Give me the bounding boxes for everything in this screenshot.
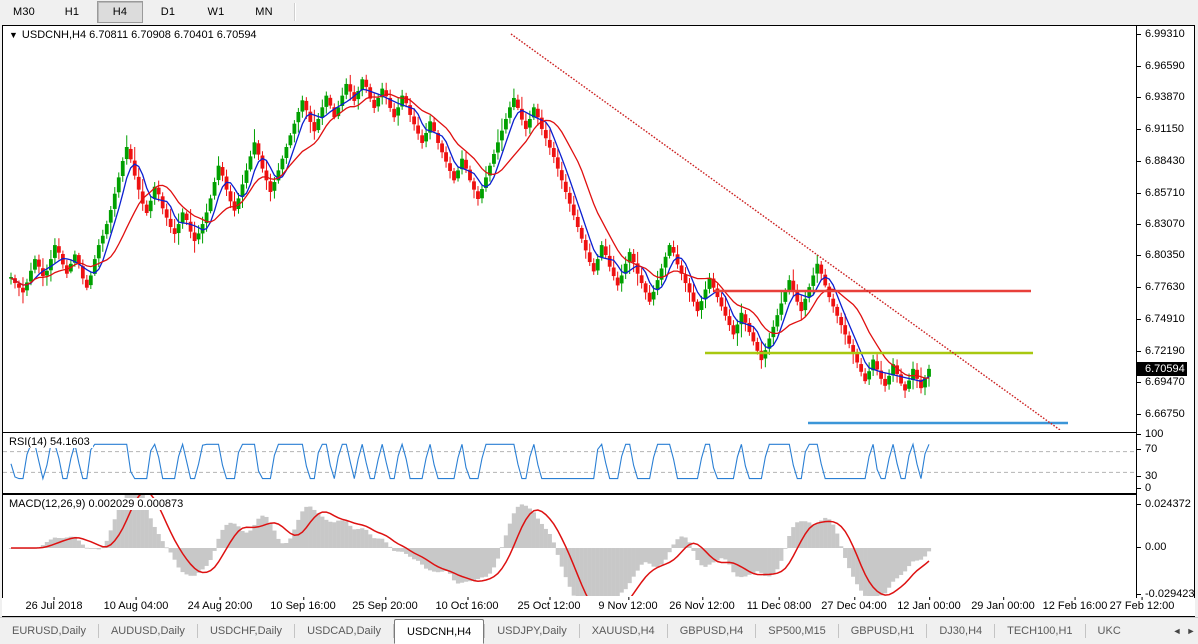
symbol-tab-xauusd-h4[interactable]: XAUUSD,H4	[591, 625, 655, 637]
symbol-tab-sp500-m15[interactable]: SP500,M15	[768, 625, 826, 637]
ma-fast-line	[10, 93, 929, 379]
timeframe-button-m30[interactable]: M30	[13, 6, 35, 18]
time-tick: 25 Sep 20:00	[352, 597, 418, 612]
rsi-line	[10, 442, 930, 481]
macd-signal-line	[11, 495, 930, 596]
symbol-tab-divider	[294, 624, 296, 638]
price-tick: 6.77630	[1137, 281, 1185, 293]
symbol-tab-bar: EURUSD,Daily AUDUSD,Daily USDCHF,Daily USDC…	[0, 617, 1198, 644]
symbol-tab-divider	[994, 624, 996, 638]
symbol-tab-gbpusd-h1[interactable]: GBPUSD,H1	[850, 625, 915, 637]
rsi-pane[interactable]: RSI(14) 54.1603	[3, 432, 1138, 494]
time-tick: 25 Oct 12:00	[517, 597, 581, 612]
symbol-tab-tech100-h1[interactable]: TECH100,H1	[1007, 625, 1073, 637]
symbol-tab-divider	[578, 624, 580, 638]
symbol-tab-eurusd-daily[interactable]: EURUSD,Daily	[12, 625, 86, 637]
time-tick: 27 Feb 12:00	[1109, 597, 1175, 612]
tabs-scroll-right[interactable]: ►	[1186, 626, 1196, 636]
macd-tick: 0.024372	[1137, 498, 1191, 510]
symbol-tab-divider	[926, 624, 928, 638]
symbol-tab-gbpusd-h4[interactable]: GBPUSD,H4	[679, 625, 744, 637]
price-tick: 6.74910	[1137, 313, 1185, 325]
price-scale[interactable]: 6.99310 6.96590 6.93870 6.91150 6.88430 6.857…	[1136, 26, 1194, 616]
macd-tick: -0.029423	[1137, 588, 1194, 600]
price-tick: 6.85710	[1137, 187, 1185, 199]
rsi-label: RSI(14) 54.1603	[9, 436, 93, 448]
price-tick: 6.66750	[1137, 408, 1185, 420]
symbol-tab-divider	[1084, 624, 1086, 638]
symbol-tab-dj30-h4[interactable]: DJ30,H4	[939, 625, 983, 637]
rsi-tick: 100	[1137, 428, 1163, 440]
time-axis[interactable]: 26 Jul 2018 10 Aug 04:00 24 Aug 20:00 10 Se…	[2, 597, 1195, 616]
timeframe-button-w1[interactable]: W1	[207, 6, 225, 18]
ma-slow-line	[10, 88, 930, 382]
time-tick: 9 Nov 12:00	[598, 597, 658, 612]
symbol-header-text: USDCNH,H4 6.70811 6.70908 6.70401 6.7059…	[21, 29, 257, 41]
timeframe-button-d1[interactable]: D1	[160, 6, 176, 18]
symbol-tab-usdjpy-daily[interactable]: USDJPY,Daily	[497, 625, 567, 637]
timeframe-button-h1[interactable]: H1	[64, 6, 80, 18]
symbol-tab-divider	[393, 624, 395, 638]
time-tick: 11 Dec 08:00	[746, 597, 812, 612]
price-tick: 6.88430	[1137, 155, 1185, 167]
macd-label: MACD(12,26,9) 0.002029 0.000873	[9, 498, 187, 510]
symbol-tab-usdcad-daily[interactable]: USDCAD,Daily	[307, 625, 382, 637]
symbol-header: ▼ USDCNH,H4 6.70811 6.70908 6.70401 6.705…	[9, 29, 260, 41]
price-tick: 6.99310	[1137, 28, 1185, 40]
symbol-tab-usdcnh-h4[interactable]: USDCNH,H4	[394, 619, 485, 644]
time-tick: 27 Dec 04:00	[821, 597, 887, 612]
price-pane[interactable]: ▼ USDCNH,H4 6.70811 6.70908 6.70401 6.705…	[3, 26, 1138, 430]
price-tick: 6.93870	[1137, 91, 1185, 103]
collapse-arrow-icon[interactable]: ▼	[9, 30, 18, 40]
time-tick: 10 Aug 04:00	[103, 597, 169, 612]
symbol-tab-divider	[666, 624, 668, 638]
toolbar-divider	[294, 3, 296, 21]
time-tick: 26 Jul 2018	[25, 597, 83, 612]
tabs-scroll-left[interactable]: ◄	[1172, 626, 1182, 636]
symbol-tab-divider	[484, 624, 486, 638]
timeframe-button-mn[interactable]: MN	[255, 6, 273, 18]
timeframe-toolbar: M30 H1 H4 D1 W1 MN	[0, 0, 1198, 24]
time-tick: 26 Nov 12:00	[669, 597, 735, 612]
symbol-tab-ukc[interactable]: UKC	[1097, 625, 1121, 637]
rsi-tick: 70	[1137, 443, 1157, 455]
price-tick: 6.69470	[1137, 376, 1185, 388]
price-tick: 6.96590	[1137, 60, 1185, 72]
rsi-tick: 0	[1137, 482, 1151, 494]
macd-histogram	[8, 495, 932, 596]
symbol-tab-audusd-daily[interactable]: AUDUSD,Daily	[110, 625, 185, 637]
time-tick: 10 Sep 16:00	[270, 597, 336, 612]
macd-pane[interactable]: MACD(12,26,9) 0.002029 0.000873	[3, 494, 1138, 597]
price-tick: 6.80350	[1137, 249, 1185, 261]
symbol-tab-divider	[196, 624, 198, 638]
symbol-tab-divider	[837, 624, 839, 638]
rsi-tick: 30	[1137, 470, 1157, 482]
descending-trendline	[510, 33, 1061, 430]
time-tick: 29 Jan 00:00	[971, 597, 1035, 612]
current-price-label: 6.70594	[1137, 362, 1187, 377]
timeframe-button-h4[interactable]: H4	[97, 1, 143, 23]
time-tick: 10 Oct 16:00	[435, 597, 499, 612]
symbol-tab-divider	[97, 624, 99, 638]
symbol-tab-usdchf-daily[interactable]: USDCHF,Daily	[209, 625, 283, 637]
price-tick: 6.83070	[1137, 218, 1185, 230]
time-tick: 12 Jan 00:00	[897, 597, 961, 612]
price-tick: 6.72190	[1137, 345, 1185, 357]
symbol-tab-divider	[755, 624, 757, 638]
time-tick: 12 Feb 16:00	[1042, 597, 1108, 612]
price-tick: 6.91150	[1137, 123, 1184, 135]
macd-tick: 0.00	[1137, 541, 1166, 553]
chart-area[interactable]: ▼ USDCNH,H4 6.70811 6.70908 6.70401 6.705…	[2, 25, 1195, 617]
time-tick: 24 Aug 20:00	[187, 597, 253, 612]
